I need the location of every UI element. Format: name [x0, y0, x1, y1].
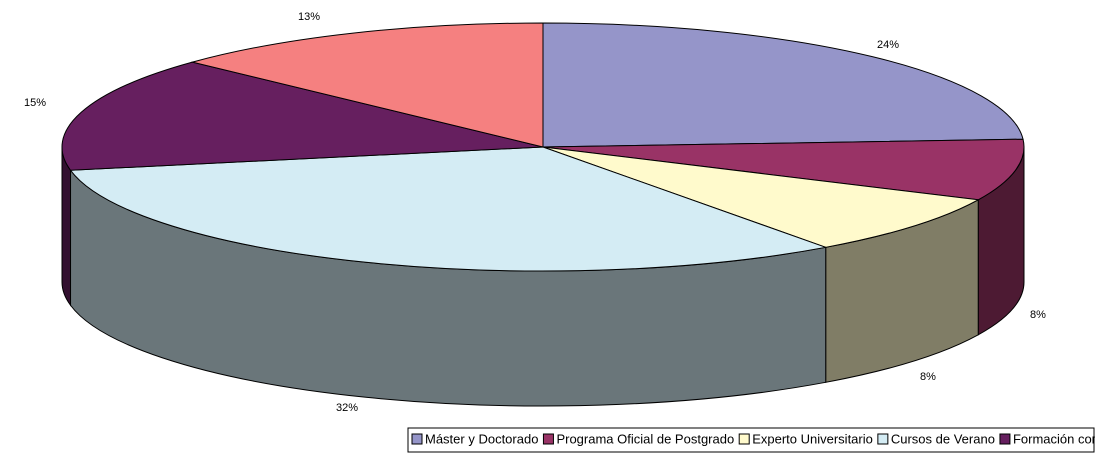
tops [61, 22, 1025, 272]
legend-swatch [877, 433, 889, 445]
legend-label: Programa Oficial de Postgrado [556, 431, 734, 446]
pie-slice [542, 22, 1024, 148]
legend-swatch [999, 433, 1011, 445]
legend-label: Experto Universitario [752, 431, 873, 446]
data-label: 32% [336, 402, 358, 414]
pie-slice [192, 22, 544, 148]
legend [407, 427, 1095, 453]
data-label: 24% [877, 39, 899, 51]
legend-swatch [411, 433, 423, 445]
pie-slice [61, 61, 544, 171]
legend-swatch [542, 433, 554, 445]
pie-slice [542, 146, 980, 248]
sides [61, 146, 1025, 407]
data-label: 15% [24, 97, 46, 109]
legend-label: Máster y Doctorado [425, 431, 538, 446]
data-label: 13% [298, 11, 320, 23]
legend-label: Cursos de Verano [891, 431, 995, 446]
data-label: 8% [1030, 309, 1046, 321]
pie-slice [542, 138, 1025, 201]
legend-swatch [738, 433, 750, 445]
pie-side [61, 146, 72, 307]
pie-slice [69, 146, 828, 272]
legend-label: Formación complementaria [1013, 431, 1095, 446]
data-label: 8% [920, 371, 936, 383]
